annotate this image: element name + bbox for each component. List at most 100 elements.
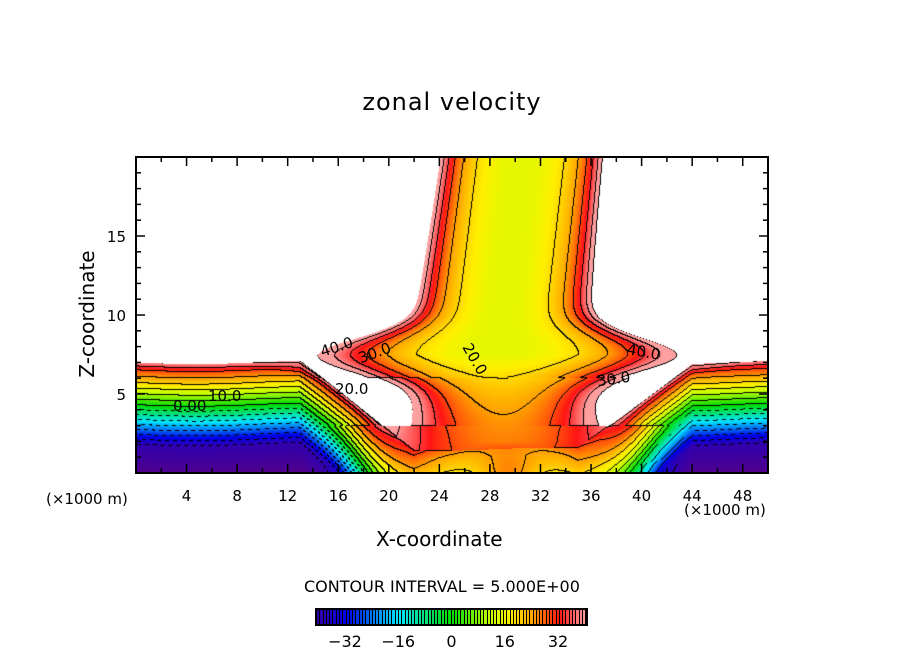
colorbar-segment [385, 610, 390, 624]
x-axis-label: X-coordinate [376, 527, 503, 551]
colorbar-segment [412, 610, 416, 624]
colorbar-segment [418, 610, 422, 624]
contour-label: 10.0 [208, 387, 242, 405]
colorbar-segment [467, 610, 472, 624]
x-tick-label: 40 [632, 487, 651, 505]
colorbar-segment [389, 610, 393, 624]
colorbar-segment [425, 610, 429, 624]
colorbar-segment [549, 610, 554, 624]
colorbar-segment [576, 610, 580, 624]
colorbar [315, 608, 588, 626]
y-axis-label: Z-coordinate [75, 250, 99, 378]
colorbar-segment [428, 610, 432, 624]
y-tick-label: 5 [116, 386, 126, 404]
y-tick-label: 15 [107, 228, 126, 246]
colorbar-segment [379, 610, 383, 624]
colorbar-segment [464, 610, 468, 624]
colorbar-segment [504, 610, 508, 624]
colorbar-segment [481, 610, 485, 624]
colorbar-segment [320, 610, 324, 624]
colorbar-segment [527, 610, 531, 624]
colorbar-segment [510, 610, 514, 624]
colorbar-segment [402, 610, 406, 624]
colorbar-segment [392, 610, 396, 624]
colorbar-segment [520, 610, 524, 624]
colorbar-segment [569, 610, 573, 624]
colorbar-segment [405, 610, 409, 624]
colorbar-segment [494, 610, 498, 624]
colorbar-segment [359, 610, 363, 624]
colorbar-segment [579, 610, 583, 624]
colorbar-segment [563, 610, 567, 624]
colorbar-segment [474, 610, 478, 624]
colorbar-segment [471, 610, 475, 624]
contour-label: 0.00 [173, 397, 207, 415]
colorbar-segment [458, 610, 462, 624]
colorbar-segment [323, 610, 327, 624]
colorbar-segment [451, 610, 455, 624]
colorbar-segment [461, 610, 465, 624]
colorbar-segment [356, 610, 360, 624]
x-axis-unit: (×1000 m) [684, 501, 766, 519]
x-tick-label: 28 [480, 487, 499, 505]
colorbar-segment [500, 610, 505, 624]
x-tick-label: 32 [531, 487, 550, 505]
colorbar-segment [484, 610, 488, 624]
colorbar-segment [376, 610, 380, 624]
x-tick-label: 24 [430, 487, 449, 505]
colorbar-segment [487, 610, 491, 624]
colorbar-segment [553, 610, 557, 624]
colorbar-segment [333, 610, 337, 624]
contour-interval-label: CONTOUR INTERVAL = 5.000E+00 [304, 577, 580, 596]
colorbar-segment [490, 610, 495, 624]
colorbar-segment [415, 610, 419, 624]
x-tick-label: 44 [683, 487, 702, 505]
colorbar-segment [540, 610, 544, 624]
colorbar-segment [317, 610, 321, 624]
colorbar-segment [556, 610, 560, 624]
colorbar-segment [530, 610, 534, 624]
colorbar-segment [326, 610, 331, 624]
colorbar-segment [382, 610, 386, 624]
colorbar-segment [353, 610, 357, 624]
colorbar-segment [369, 610, 373, 624]
colorbar-tick-label: −32 [328, 632, 362, 651]
x-tick-label: 16 [329, 487, 348, 505]
colorbar-segment [536, 610, 541, 624]
colorbar-segment [523, 610, 527, 624]
colorbar-segment [454, 610, 459, 624]
colorbar-segment [497, 610, 501, 624]
colorbar-segment [435, 610, 439, 624]
colorbar-tick-label: −16 [381, 632, 416, 651]
colorbar-segment [422, 610, 426, 624]
colorbar-segment [559, 610, 564, 624]
colorbar-segment [399, 610, 403, 624]
colorbar-segment [513, 610, 518, 624]
colorbar-segment [477, 610, 482, 624]
colorbar-segment [533, 610, 537, 624]
colorbar-segment [444, 610, 449, 624]
colorbar-segment [438, 610, 442, 624]
colorbar-segment [339, 610, 344, 624]
colorbar-segment [546, 610, 550, 624]
colorbar-segment [408, 610, 413, 624]
colorbar-tick-label: 0 [446, 632, 457, 651]
colorbar-segment [395, 610, 400, 624]
contour-field [136, 157, 768, 473]
x-tick-label: 20 [379, 487, 398, 505]
y-axis-unit: (×1000 m) [46, 490, 128, 508]
x-tick-label: 12 [278, 487, 297, 505]
colorbar-segment [372, 610, 377, 624]
colorbar-segment [572, 610, 577, 624]
colorbar-segment [362, 610, 367, 624]
colorbar-segment [448, 610, 452, 624]
colorbar-segment [507, 610, 511, 624]
colorbar-segment [330, 610, 334, 624]
colorbar-segment [366, 610, 370, 624]
y-tick-label: 10 [107, 307, 126, 325]
x-tick-label: 8 [232, 487, 242, 505]
colorbar-tick-label: 16 [494, 632, 515, 651]
x-tick-label: 4 [182, 487, 192, 505]
chart-title: zonal velocity [362, 88, 542, 116]
